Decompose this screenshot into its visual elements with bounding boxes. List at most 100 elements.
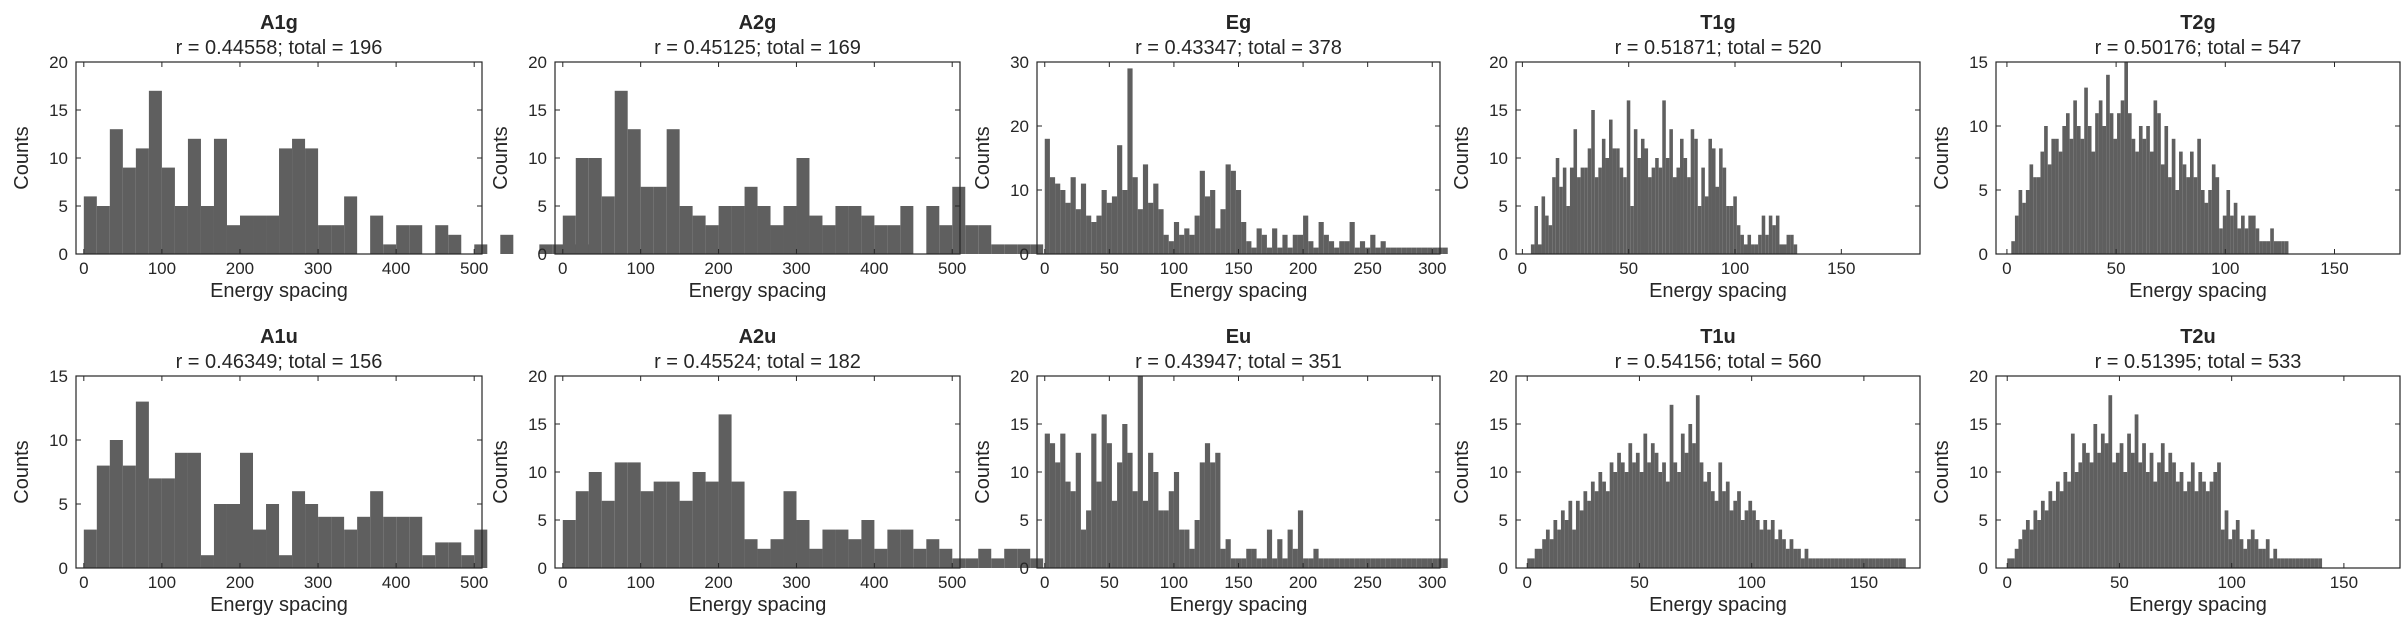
histogram-bar: [1199, 170, 1205, 254]
histogram-bar: [1080, 529, 1087, 568]
histogram-bar: [1827, 558, 1831, 568]
histogram-bar: [991, 558, 1005, 568]
histogram-bar: [2189, 151, 2194, 254]
histogram-bar: [1733, 500, 1738, 568]
histogram-bar: [435, 542, 449, 568]
histogram-bar: [1793, 244, 1798, 254]
histogram-bar: [1055, 462, 1061, 568]
panel-title: T1g: [1700, 12, 1736, 34]
x-tick-label: 50: [1630, 573, 1649, 592]
histogram-bar: [1669, 129, 1673, 254]
histogram-bar: [1808, 558, 1813, 568]
histogram-bar: [1189, 548, 1195, 568]
histogram-bar: [1401, 247, 1407, 254]
histogram-bar: [2058, 151, 2063, 254]
y-axis-label: Counts: [1451, 440, 1473, 503]
x-tick-label: 150: [2330, 573, 2358, 592]
histogram-bar: [1313, 247, 1319, 254]
histogram-bar: [1246, 548, 1252, 568]
panel-subtitle: r = 0.51395; total = 533: [2095, 351, 2302, 373]
y-tick-label: 30: [1010, 53, 1029, 72]
histogram-bar: [1534, 548, 1539, 568]
histogram-bar: [809, 215, 823, 254]
histogram-bar: [1879, 558, 1884, 568]
histogram-bar: [1328, 241, 1335, 254]
histogram-bar: [1643, 433, 1648, 568]
histogram-bar: [2073, 100, 2077, 255]
histogram-bar: [1711, 148, 1716, 254]
histogram-bar: [1385, 247, 1391, 254]
histogram-bar: [539, 244, 553, 254]
y-tick-label: 20: [49, 53, 68, 72]
histogram-bar: [2153, 100, 2158, 255]
histogram-bar: [1591, 110, 1595, 254]
x-tick-label: 0: [1522, 573, 1531, 592]
histogram-bar: [1601, 138, 1606, 254]
histogram-bar: [1339, 558, 1345, 568]
histogram-bar: [1624, 472, 1629, 568]
histogram-bar: [1354, 247, 1360, 254]
histogram-bar: [2142, 443, 2146, 568]
histogram-bar: [1548, 225, 1553, 254]
histogram-bar: [1560, 510, 1565, 568]
histogram-bar: [1573, 129, 1578, 254]
histogram-bar: [1189, 234, 1195, 254]
histogram-bar: [2044, 126, 2048, 254]
histogram-bar: [2281, 241, 2285, 254]
histogram-bar: [1287, 247, 1293, 254]
histogram-bar: [1584, 167, 1588, 254]
histogram-bar: [1619, 167, 1624, 254]
y-tick-label: 15: [528, 101, 547, 120]
x-tick-label: 150: [1850, 573, 1878, 592]
histogram-bar: [900, 206, 914, 254]
histogram-bar: [1718, 462, 1723, 568]
histogram-bar: [1710, 491, 1715, 568]
histogram-bar: [2029, 529, 2034, 568]
histogram-bar: [2259, 241, 2263, 254]
histogram-bar: [1132, 177, 1138, 254]
y-tick-label: 5: [538, 197, 547, 216]
histogram-bar: [1872, 558, 1876, 568]
histogram-bar: [1282, 558, 1288, 568]
histogram-bar: [1755, 520, 1760, 568]
histogram-bar: [370, 215, 384, 254]
histogram-bar: [1577, 177, 1581, 254]
histogram-bar: [1173, 472, 1180, 568]
histogram-bar: [2018, 190, 2023, 254]
x-tick-label: 50: [1100, 573, 1119, 592]
histogram-panel-t2g: 0 50 100 150 0 5 10 15 T2g r = 0.50176; total = 5…: [1931, 12, 2401, 302]
y-tick-label: 20: [1489, 53, 1508, 72]
histogram-bar: [1853, 558, 1858, 568]
histogram-bar: [2248, 215, 2252, 254]
histogram-bar: [2200, 190, 2205, 254]
histogram-bar: [239, 452, 254, 568]
histogram-bar: [1163, 234, 1169, 254]
histogram-bar: [2025, 520, 2030, 568]
histogram-bar: [692, 472, 706, 568]
histogram-bar: [1740, 234, 1744, 254]
histogram-bar: [965, 558, 979, 568]
x-tick-label: 200: [226, 573, 254, 592]
x-tick-label: 100: [626, 259, 654, 278]
histogram-bar: [1637, 158, 1641, 254]
histogram-bar: [1060, 433, 1066, 568]
histogram-bar: [1158, 510, 1164, 568]
histogram-bar: [2014, 215, 2019, 254]
panel-title: Eg: [1226, 12, 1252, 34]
histogram-bar: [2220, 529, 2225, 568]
histogram-bar: [1127, 68, 1133, 255]
histogram-bar: [1695, 395, 1700, 568]
histogram-bar: [1701, 167, 1705, 254]
histogram-bar: [939, 548, 953, 568]
panel-subtitle: r = 0.44558; total = 196: [176, 37, 383, 59]
histogram-bar: [1834, 558, 1839, 568]
histogram-bar: [1868, 558, 1873, 568]
histogram-bar: [2232, 529, 2236, 568]
histogram-bar: [1153, 183, 1159, 254]
histogram-bar: [2194, 491, 2199, 568]
histogram-bar: [2226, 190, 2231, 254]
histogram-bar: [2059, 491, 2064, 568]
panel-title: A1u: [260, 326, 298, 348]
